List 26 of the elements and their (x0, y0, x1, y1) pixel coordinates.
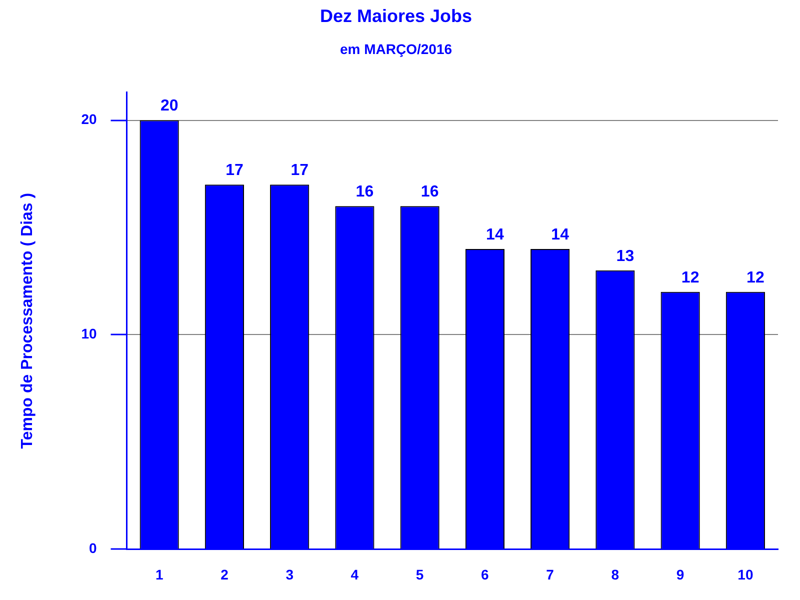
data-label: 14 (486, 226, 504, 244)
data-label: 13 (616, 248, 634, 265)
x-tick-label: 5 (416, 566, 424, 582)
y-axis-title: Tempo de Processamento ( Dias ) (19, 192, 36, 449)
y-tick-label: 20 (81, 111, 97, 128)
y-tick-label: 0 (88, 540, 97, 556)
x-tick-label: 4 (350, 566, 359, 582)
data-label: 16 (356, 183, 374, 200)
data-label: 20 (160, 98, 178, 115)
x-tick-label: 9 (676, 566, 684, 582)
x-tick-label: 3 (286, 566, 294, 582)
x-tick-label: 6 (481, 566, 490, 582)
x-tick-label: 1 (155, 566, 164, 582)
x-tick-label: 10 (738, 566, 754, 582)
data-label: 12 (746, 269, 764, 286)
x-tick-label: 2 (220, 566, 229, 582)
data-label: 16 (420, 183, 439, 200)
y-tick-label: 10 (81, 326, 97, 342)
chart-subtitle: em MARÇO/2016 (340, 40, 452, 57)
x-tick-label: 8 (611, 566, 620, 582)
data-label: 12 (681, 269, 700, 286)
data-label: 17 (226, 162, 244, 180)
data-label: 17 (290, 162, 309, 180)
x-tick-label: 7 (546, 566, 554, 582)
chart-title: Dez Maiores Jobs (320, 6, 472, 26)
data-label: 14 (551, 226, 570, 244)
